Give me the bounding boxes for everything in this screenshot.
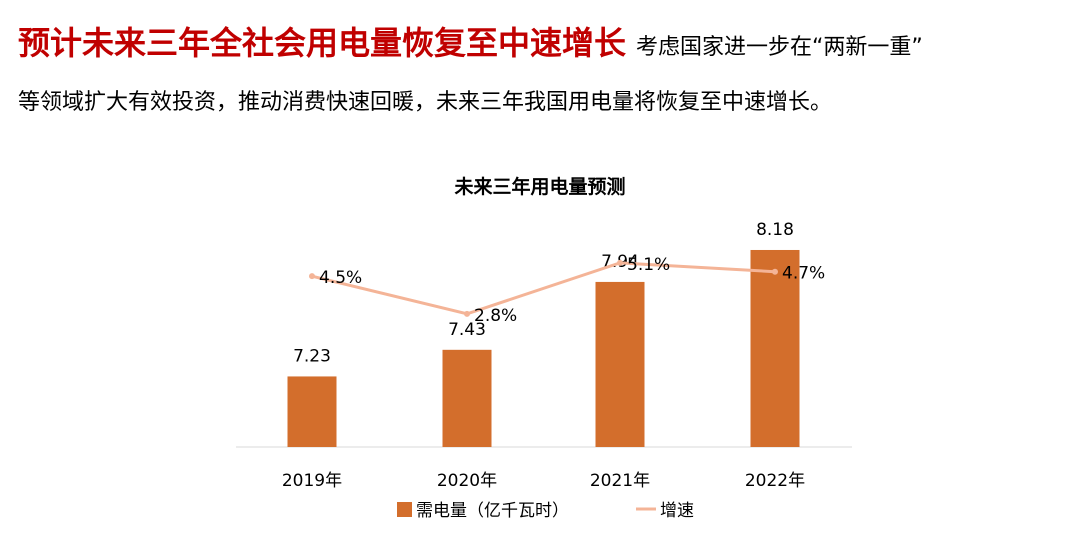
x-tick-2019年: 2019年	[282, 471, 342, 491]
legend-bar-label: 需电量（亿千瓦时）	[416, 501, 569, 521]
growth-label-2020年: 2.8%	[474, 306, 517, 326]
legend-bar-swatch	[397, 502, 412, 517]
growth-label-2021年: 5.1%	[627, 255, 670, 275]
x-tick-2022年: 2022年	[745, 471, 805, 491]
bar-2020年	[442, 349, 492, 447]
growth-label-2019年: 4.5%	[319, 268, 362, 288]
growth-point-2022年	[772, 268, 778, 275]
bar-2021年	[595, 281, 645, 447]
growth-line	[311, 261, 776, 316]
chart-title: 未来三年用电量预测	[454, 176, 626, 198]
growth-point-2019年	[309, 273, 315, 280]
bar-label-2022年: 8.18	[756, 220, 794, 240]
legend-line-label: 增速	[660, 501, 694, 521]
bar-label-2020年: 7.43	[448, 320, 486, 340]
growth-point-2020年	[464, 310, 470, 317]
x-tick-2020年: 2020年	[437, 471, 497, 491]
headline-lead: 考虑国家进一步在“两新一重”	[636, 35, 923, 60]
bar-label-2019年: 7.23	[293, 346, 331, 366]
headline-title: 预计未来三年全社会用电量恢复至中速增长	[18, 24, 627, 62]
body-text: 等领域扩大有效投资，推动消费快速回暖，未来三年我国用电量将恢复至中速增长。	[18, 90, 833, 115]
growth-point-2021年	[617, 259, 623, 266]
headline: 预计未来三年全社会用电量恢复至中速增长 考虑国家进一步在“两新一重”	[18, 18, 1078, 64]
growth-label-2022年: 4.7%	[782, 264, 825, 284]
bar-2019年	[287, 376, 337, 447]
bar-2022年	[750, 249, 800, 447]
x-tick-2021年: 2021年	[590, 471, 650, 491]
